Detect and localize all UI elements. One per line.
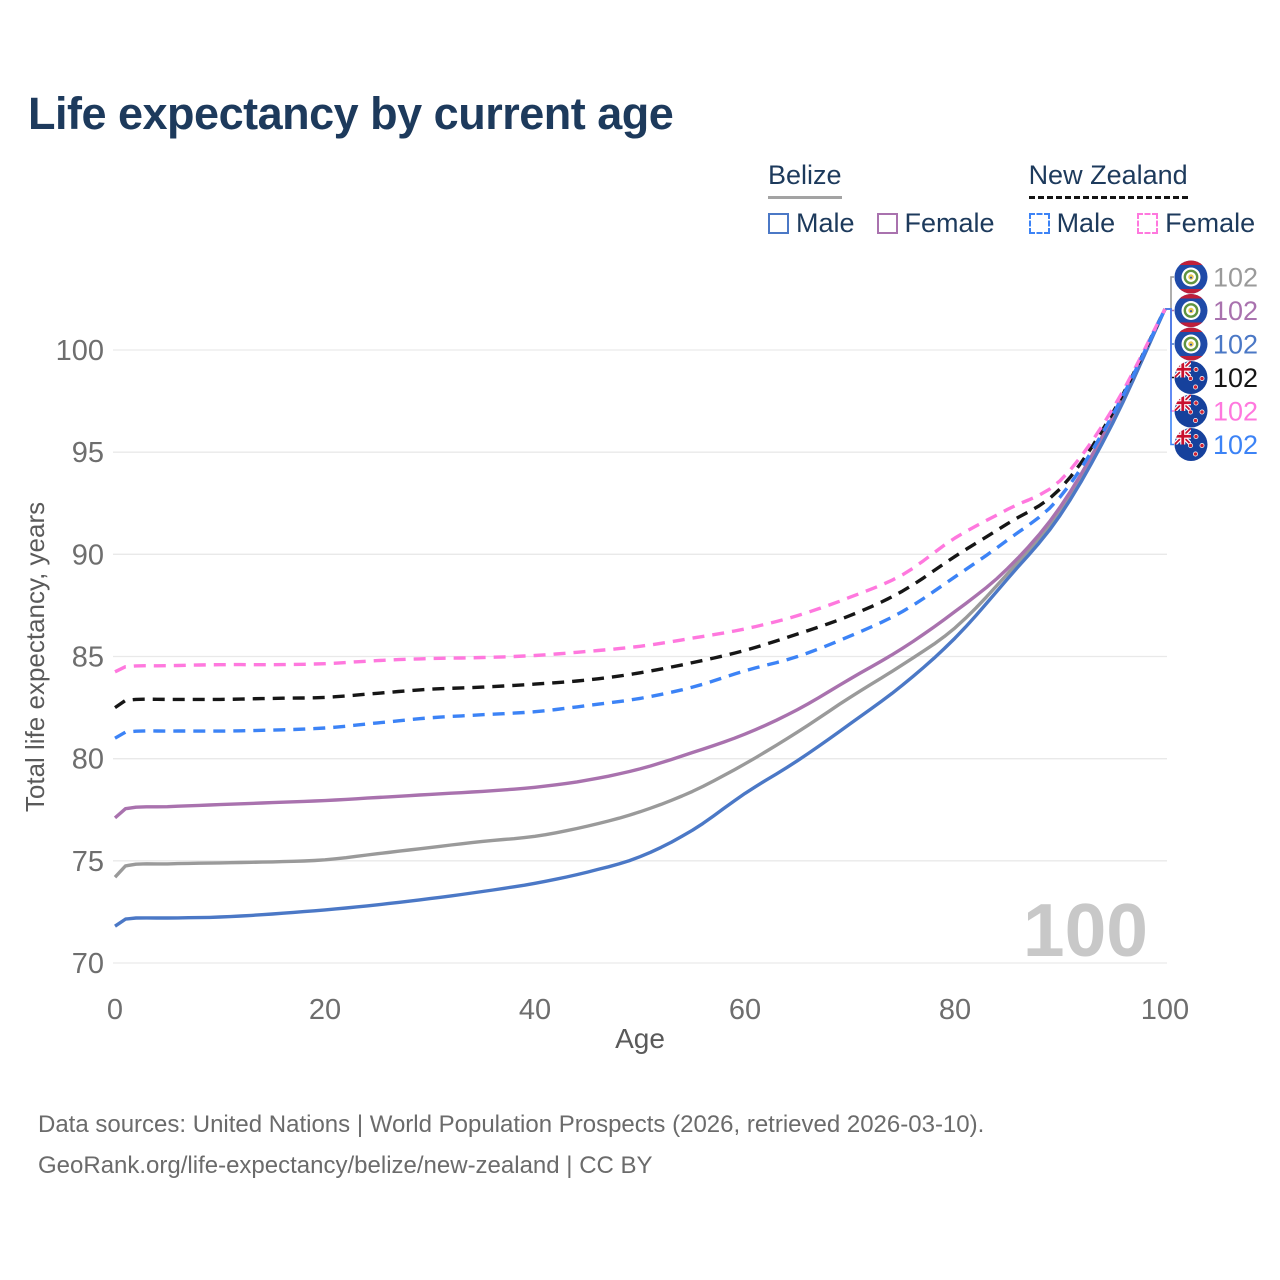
- x-tick-label: 60: [729, 994, 761, 1026]
- y-tick-label: 95: [72, 437, 104, 469]
- y-tick-label: 75: [72, 846, 104, 878]
- y-tick-label: 85: [72, 641, 104, 673]
- y-tick-label: 90: [72, 539, 104, 571]
- new-zealand-flag-icon[interactable]: [1174, 428, 1208, 461]
- belize-flag-icon[interactable]: [1174, 327, 1208, 361]
- legend-item-label: Female: [1165, 208, 1256, 238]
- x-tick-label: 40: [519, 994, 551, 1026]
- x-tick-label: 20: [309, 994, 341, 1026]
- belize-male-swatch-icon: [768, 213, 789, 234]
- series-line-new-zealand-male[interactable]: [114, 308, 1167, 740]
- footer-attribution: GeoRank.org/life-expectancy/belize/new-z…: [38, 1152, 653, 1179]
- x-axis-title: Age: [615, 1023, 665, 1054]
- end-value-label: 102: [1213, 263, 1258, 293]
- legend-item-belize-female[interactable]: Female: [876, 208, 995, 239]
- new-zealand-male-swatch-icon: [1028, 213, 1050, 234]
- end-value-label: 102: [1213, 330, 1258, 360]
- page-title: Life expectancy by current age: [28, 88, 674, 139]
- legend-group-label-new-zealand[interactable]: New Zealand: [1028, 160, 1188, 199]
- legend-group-new-zealand: New Zealand Male Female: [1028, 160, 1255, 239]
- legend-item-label: Female: [904, 208, 995, 238]
- y-axis-title: Total life expectancy, years: [20, 502, 50, 812]
- x-tick-label: 100: [1141, 994, 1189, 1026]
- age-counter-watermark: 100: [1023, 888, 1148, 972]
- end-label-connector: [1165, 308, 1174, 446]
- end-label-connector: [1165, 308, 1174, 345]
- y-tick-label: 80: [72, 744, 104, 776]
- legend-group-belize: Belize Male Female: [768, 160, 995, 239]
- footer: Data sources: United Nations | World Pop…: [38, 1104, 984, 1186]
- series-line-new-zealand-female[interactable]: [114, 308, 1167, 674]
- series-line-belize-all[interactable]: [113, 308, 1167, 879]
- end-label-connector: [1165, 308, 1174, 412]
- legend-item-new-zealand-male[interactable]: Male: [1028, 208, 1116, 239]
- end-value-label: 102: [1213, 397, 1258, 427]
- belize-female-swatch-icon: [876, 213, 898, 234]
- series-line-belize-female[interactable]: [113, 308, 1167, 820]
- end-label-connector: [1165, 276, 1174, 310]
- series-line-belize-male[interactable]: [114, 308, 1167, 928]
- series-line-new-zealand-all[interactable]: [114, 308, 1167, 710]
- end-value-label: 102: [1213, 296, 1258, 326]
- end-value-label: 102: [1213, 430, 1258, 460]
- x-tick-label: 80: [939, 994, 971, 1026]
- x-tick-label: 0: [107, 994, 123, 1026]
- belize-flag-icon[interactable]: [1174, 260, 1208, 294]
- footer-data-sources: Data sources: United Nations | World Pop…: [38, 1111, 985, 1138]
- end-value-label: 102: [1213, 363, 1258, 393]
- legend-item-label: Male: [1056, 208, 1116, 238]
- legend-item-belize-male[interactable]: Male: [768, 208, 855, 239]
- y-tick-label: 70: [72, 948, 104, 980]
- belize-flag-icon[interactable]: [1174, 294, 1208, 327]
- legend-group-label-belize[interactable]: Belize: [768, 160, 842, 199]
- legend-item-new-zealand-female[interactable]: Female: [1137, 208, 1255, 239]
- chart-legend: Belize Male Female New Zealand Male: [768, 160, 1255, 239]
- new-zealand-female-swatch-icon: [1137, 213, 1159, 234]
- new-zealand-flag-icon[interactable]: [1174, 394, 1208, 428]
- new-zealand-flag-icon[interactable]: [1174, 361, 1208, 394]
- y-tick-label: 100: [56, 335, 104, 367]
- legend-item-label: Male: [796, 208, 855, 238]
